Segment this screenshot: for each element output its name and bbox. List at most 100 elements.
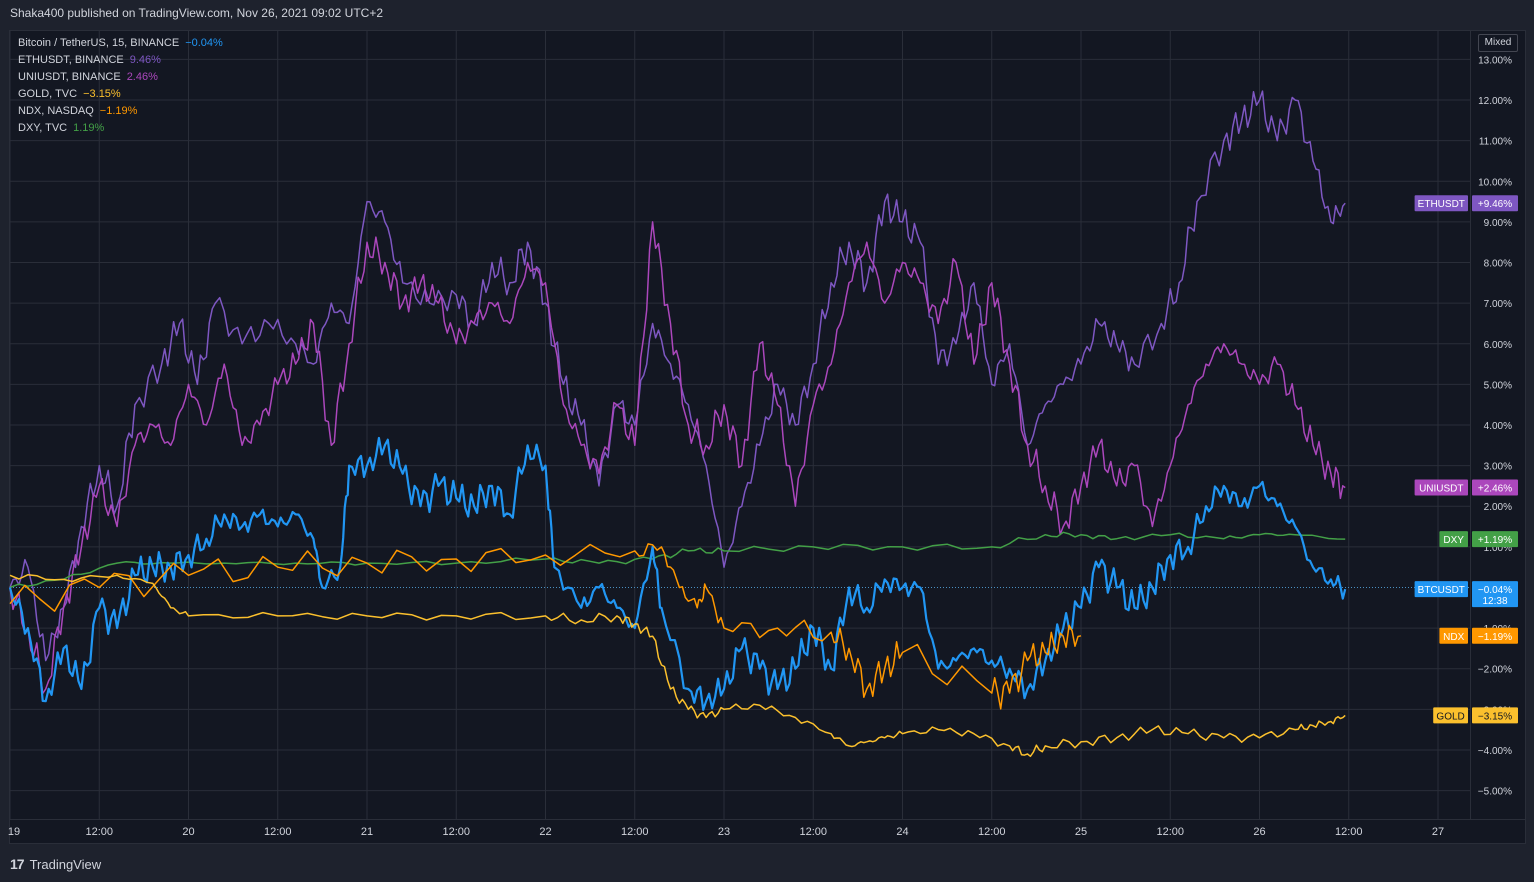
badge-value-bg [1472, 581, 1518, 608]
x-tick-label: 12:00 [1156, 826, 1184, 838]
badge-label: DXY [1443, 535, 1464, 546]
y-tick-label: 10.00% [1478, 177, 1512, 188]
y-tick-label: 2.00% [1484, 502, 1512, 513]
legend-value: 2.46% [126, 71, 158, 83]
legend-name: Bitcoin / TetherUS, 15, BINANCE [18, 37, 180, 49]
y-tick-label: −5.00% [1478, 787, 1512, 798]
badge-label: UNIUSDT [1419, 484, 1463, 495]
legend-item[interactable]: UNIUSDT, BINANCE 2.46% [18, 69, 223, 86]
x-tick-label: 12:00 [264, 826, 292, 838]
footer-bar [0, 845, 1534, 882]
x-tick-label: 19 [8, 826, 20, 838]
badge-value: +9.46% [1478, 199, 1512, 210]
badge-value: −0.04% [1478, 585, 1512, 596]
badge-value: −1.19% [1478, 632, 1512, 643]
badge-value-bg [1472, 479, 1518, 496]
series-line-dxy [9, 531, 1346, 589]
legend-value: 1.19% [73, 122, 105, 134]
y-tick-label: 4.00% [1484, 421, 1512, 432]
badge-label: ETHUSDT [1418, 199, 1465, 210]
series-lines [8, 90, 1347, 758]
series-line-uniusdt [9, 221, 1346, 695]
badge-label: GOLD [1436, 711, 1464, 722]
y-tick-label: −2.00% [1478, 665, 1512, 676]
y-tick-label: 6.00% [1484, 340, 1512, 351]
time-axis[interactable] [9, 820, 1526, 844]
series-line-ethusdt [9, 90, 1346, 662]
badge-label-bg [1414, 479, 1468, 496]
price-badge-dxy: DXY +1.19% [1439, 531, 1518, 548]
price-axis[interactable] [1471, 30, 1526, 820]
legend-item[interactable]: Bitcoin / TetherUS, 15, BINANCE −0.04% [18, 35, 223, 52]
legend-item[interactable]: DXY, TVC 1.19% [18, 120, 223, 137]
y-tick-label: 11.00% [1479, 137, 1512, 148]
badge-countdown: 12:38 [1482, 596, 1507, 607]
price-badge-gold: GOLD −3.15% [1433, 707, 1518, 724]
price-badge-uniusdt: UNIUSDT +2.46% [1414, 479, 1518, 496]
series-line-gold [9, 574, 1346, 758]
legend-name: NDX, NASDAQ [18, 105, 94, 117]
x-tick-label: 20 [182, 826, 194, 838]
series-line-ndx [9, 543, 1082, 710]
badge-label-bg [1414, 581, 1468, 598]
badge-label: NDX [1443, 632, 1464, 643]
x-tick-label: 12:00 [442, 826, 470, 838]
x-tick-label: 12:00 [85, 826, 113, 838]
price-badges: ETHUSDT +9.46% UNIUSDT +2.46% DXY +1.19% BTCUS… [1414, 195, 1518, 724]
x-tick-label: 12:00 [621, 826, 649, 838]
x-tick-label: 12:00 [799, 826, 827, 838]
badge-value-bg [1472, 707, 1518, 724]
legend-name: ETHUSDT, BINANCE [18, 54, 124, 66]
series-line-btcusdt [8, 436, 1347, 712]
scale-mode-button[interactable]: Mixed [1478, 34, 1518, 52]
legend-name: DXY, TVC [18, 122, 68, 134]
y-tick-label: 9.00% [1484, 218, 1512, 229]
brand-name: TradingView [29, 856, 102, 872]
badge-label-bg [1439, 531, 1468, 548]
x-tick-label: 23 [718, 826, 730, 838]
tradingview-logo-icon: 17 [10, 856, 25, 872]
badge-label-bg [1414, 195, 1468, 212]
x-tick-label: 12:00 [1335, 826, 1363, 838]
badge-value: −3.15% [1478, 711, 1512, 722]
legend-item[interactable]: NDX, NASDAQ −1.19% [18, 103, 223, 120]
badge-value-bg [1472, 627, 1518, 644]
legend-value: −3.15% [83, 88, 121, 100]
y-tick-label: 8.00% [1484, 259, 1512, 270]
legend-value: 9.46% [129, 54, 161, 66]
y-axis-ticks: 13.00% 12.00% 11.00% 10.00% 9.00% 8.00% 7.00% 6… [1478, 55, 1512, 797]
badge-value-bg [1472, 195, 1518, 212]
badge-value-bg [1472, 531, 1518, 548]
x-tick-label: 12:00 [978, 826, 1006, 838]
legend-name: UNIUSDT, BINANCE [18, 71, 121, 83]
x-tick-label: 24 [896, 826, 908, 838]
badge-value: +2.46% [1478, 484, 1512, 495]
x-tick-label: 22 [539, 826, 551, 838]
x-tick-label: 25 [1075, 826, 1087, 838]
badge-label-bg [1433, 707, 1468, 724]
price-badge-btcusdt: BTCUSDT −0.04%12:38 [1414, 581, 1518, 608]
price-badge-ndx: NDX −1.19% [1439, 627, 1518, 644]
badge-label-bg [1439, 627, 1468, 644]
legend-item[interactable]: ETHUSDT, BINANCE 9.46% [18, 52, 223, 69]
y-tick-label: −4.00% [1478, 746, 1512, 757]
brand[interactable]: 17 TradingView [10, 856, 101, 872]
x-tick-label: 26 [1253, 826, 1265, 838]
x-axis-ticks: 19 12:00 20 12:00 21 12:00 22 12:00 23 12:00 24 12:… [8, 826, 1444, 838]
y-tick-label: 13.00% [1478, 55, 1512, 66]
legend-value: −1.19% [99, 105, 138, 117]
publish-header: Shaka400 published on TradingView.com, N… [10, 6, 384, 20]
y-tick-label: 1.00% [1484, 543, 1512, 554]
y-tick-label: 12.00% [1478, 96, 1512, 107]
legend-item[interactable]: GOLD, TVC −3.15% [18, 86, 223, 103]
badge-value: +1.19% [1478, 535, 1512, 546]
y-tick-label: 7.00% [1484, 299, 1512, 310]
legend-value: −0.04% [185, 37, 223, 49]
grid-lines [9, 31, 1470, 819]
y-tick-label: 5.00% [1484, 380, 1512, 391]
x-tick-label: 21 [361, 826, 373, 838]
legend-name: GOLD, TVC [18, 88, 78, 100]
x-tick-label: 27 [1432, 826, 1444, 838]
y-tick-label: 3.00% [1484, 462, 1512, 473]
